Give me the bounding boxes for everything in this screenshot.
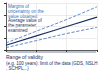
svg-text:Range of validity: Range of validity — [6, 54, 43, 60]
svg-text:Margins of: Margins of — [8, 4, 31, 9]
svg-text:the parameter: the parameter — [8, 23, 38, 28]
svg-text:(e.g. 100 years): limit of the: (e.g. 100 years): limit of the data (GDS… — [6, 61, 98, 66]
svg-text:, SCHPL...): , SCHPL...) — [6, 66, 29, 71]
svg-text:value obtained: value obtained — [8, 14, 38, 19]
svg-text:examined: examined — [8, 28, 28, 33]
svg-text:uncertainty on the: uncertainty on the — [8, 9, 45, 14]
svg-text:Average value of: Average value of — [8, 18, 43, 23]
